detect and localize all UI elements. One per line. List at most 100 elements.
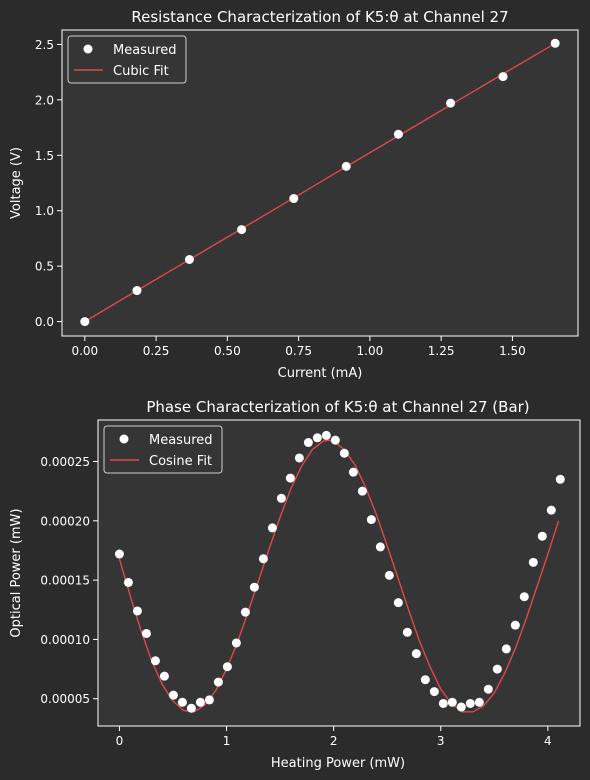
data-point — [501, 644, 511, 654]
data-point — [393, 129, 403, 139]
y-tick-label: 1.5 — [35, 149, 54, 163]
data-point — [446, 98, 456, 108]
data-point — [357, 486, 367, 496]
data-point — [375, 542, 385, 552]
y-tick-label: 0.00010 — [40, 633, 90, 647]
data-point — [184, 255, 194, 264]
fit-line — [84, 42, 556, 323]
y-axis-label: Optical Power (mW) — [9, 508, 24, 637]
x-tick-label: 0 — [116, 734, 124, 748]
legend-label-measured: Measured — [149, 433, 213, 448]
data-point — [258, 554, 268, 564]
data-point — [312, 433, 322, 443]
data-point — [114, 549, 124, 559]
x-tick-label: 1.25 — [428, 344, 455, 358]
legend-label-fit: Cubic Fit — [113, 64, 169, 79]
legend-box — [67, 35, 187, 84]
y-tick-label: 0.00025 — [40, 455, 90, 469]
chart-title: Resistance Characterization of K5:θ at C… — [131, 8, 508, 26]
axes-frame — [61, 29, 579, 337]
marks-group — [114, 430, 565, 713]
x-tick-label: 1.00 — [357, 344, 384, 358]
x-tick-label: 0.00 — [71, 344, 98, 358]
data-point — [177, 697, 187, 707]
axes-frame — [97, 419, 581, 727]
legend: Measured Cubic Fit — [67, 35, 187, 84]
x-tick-label: 0.50 — [214, 344, 241, 358]
data-point — [186, 703, 196, 713]
legend-marker-measured — [119, 434, 129, 444]
y-axis-label: Voltage (V) — [9, 147, 24, 219]
data-point — [341, 161, 351, 171]
legend-marker-measured — [83, 44, 93, 54]
data-point — [550, 38, 560, 48]
data-point — [285, 473, 295, 483]
data-point — [141, 628, 151, 638]
y-tick-label: 0.5 — [35, 260, 54, 274]
y-tick-label: 2.0 — [35, 93, 54, 107]
legend-label-fit: Cosine Fit — [149, 454, 212, 469]
data-point — [420, 675, 430, 685]
data-point — [384, 570, 394, 580]
data-point — [411, 649, 421, 659]
data-point — [289, 194, 299, 204]
data-point — [195, 697, 205, 707]
data-point — [339, 448, 349, 458]
data-point — [321, 430, 331, 440]
x-tick-label: 2 — [330, 734, 338, 748]
data-point — [276, 493, 286, 503]
data-point — [303, 438, 313, 448]
data-point — [213, 677, 223, 687]
y-tick-label: 1.0 — [35, 204, 54, 218]
data-point — [474, 697, 484, 707]
data-point — [483, 684, 493, 694]
x-tick-label: 0.25 — [143, 344, 170, 358]
data-point — [330, 435, 340, 445]
data-point — [393, 598, 403, 608]
y-tick-label: 0.0 — [35, 315, 54, 329]
data-point — [249, 582, 259, 592]
data-point — [123, 577, 133, 587]
y-tick-label: 2.5 — [35, 38, 54, 52]
data-point — [294, 453, 304, 463]
data-point — [150, 656, 160, 666]
data-point — [402, 627, 412, 637]
chart-phase: 0 1 2 3 4 0.00005 0.00010 0.00015 0.00020 0.00025… — [9, 398, 581, 771]
chart-resistance: 0.00 0.25 0.50 0.75 1.00 1.25 1.50 0.0 0.5 1.0 1.5… — [9, 8, 579, 381]
legend-box — [103, 425, 223, 474]
data-point — [438, 698, 448, 708]
data-point — [366, 515, 376, 525]
data-point — [132, 606, 142, 616]
data-point — [465, 698, 475, 708]
data-point — [168, 690, 178, 700]
x-axis-label: Current (mA) — [278, 366, 363, 381]
legend-label-measured: Measured — [113, 43, 177, 58]
chart-title: Phase Characterization of K5:θ at Channe… — [146, 398, 529, 416]
data-point — [132, 286, 142, 296]
data-point — [510, 620, 520, 630]
x-tick-label: 3 — [437, 734, 445, 748]
data-point — [528, 557, 538, 567]
y-tick-label: 0.00015 — [40, 574, 90, 588]
data-point — [222, 662, 232, 672]
data-point — [237, 225, 247, 235]
x-tick-label: 4 — [544, 734, 552, 748]
data-point — [231, 638, 241, 648]
y-tick-label: 0.00005 — [40, 692, 90, 706]
data-point — [546, 505, 556, 515]
marks-group — [80, 38, 560, 327]
data-point — [159, 671, 169, 681]
x-tick-label: 1.50 — [499, 344, 526, 358]
x-axis-label: Heating Power (mW) — [271, 756, 405, 771]
data-point — [429, 687, 439, 697]
data-point — [80, 317, 90, 327]
data-point — [492, 664, 502, 674]
tick-group: 0 1 2 3 4 0.00005 0.00010 0.00015 0.00020 0.00025 — [40, 455, 551, 748]
tick-group: 0.00 0.25 0.50 0.75 1.00 1.25 1.50 0.0 0.5 1.0 1.5… — [35, 38, 526, 358]
x-tick-label: 1 — [223, 734, 231, 748]
data-point — [555, 474, 565, 484]
data-point — [267, 523, 277, 533]
legend: Measured Cosine Fit — [103, 425, 223, 474]
data-point — [498, 72, 508, 82]
